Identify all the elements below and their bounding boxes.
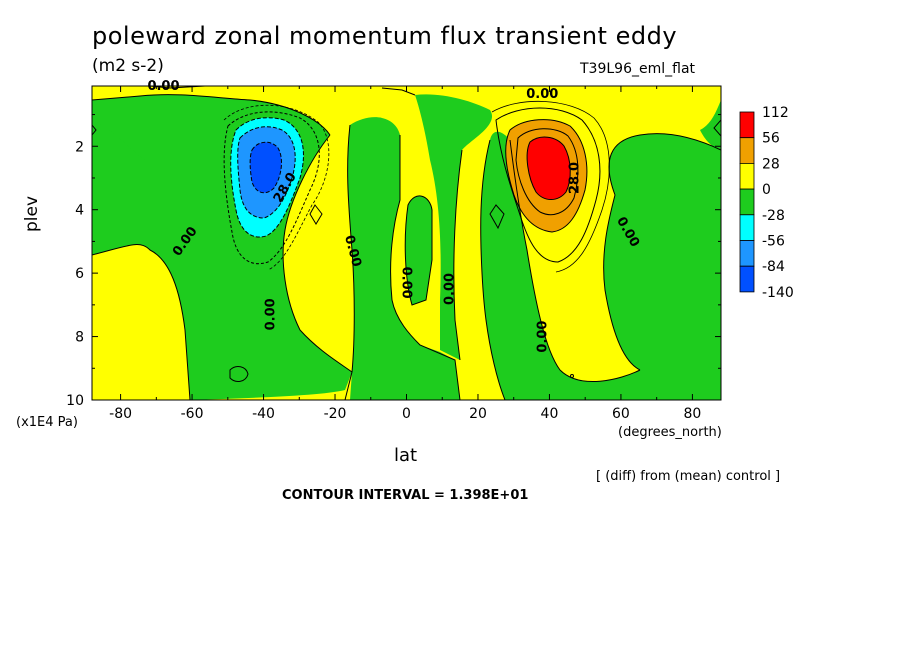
x-tick-label: 40 xyxy=(541,406,559,422)
chart-units: (m2 s-2) xyxy=(92,56,164,76)
contour-label: 28.0 xyxy=(567,162,582,194)
y-tick-label: 4 xyxy=(75,203,84,219)
y-tick-label: 10 xyxy=(66,393,84,409)
color-legend: 112 56 28 0 -28 -56 -84 -140 xyxy=(739,105,794,301)
contour-label: 0.00 xyxy=(399,267,414,299)
legend-label: -84 xyxy=(762,259,785,275)
legend-swatch xyxy=(739,111,755,139)
negative-region-northern xyxy=(480,131,721,400)
contour-label: 0.00 xyxy=(526,87,558,102)
legend-label: -28 xyxy=(762,208,785,224)
x-axis-label: lat xyxy=(394,445,418,466)
x-tick-label: 60 xyxy=(612,406,630,422)
legend-label: -56 xyxy=(762,234,785,250)
x-tick-label: -20 xyxy=(324,406,347,422)
run-label: T39L96_eml_flat xyxy=(580,61,696,77)
contour-label: 0.00 xyxy=(147,79,179,94)
negative-region-center-left xyxy=(347,117,460,400)
x-tick-label: -40 xyxy=(252,406,275,422)
contour-lines xyxy=(92,86,721,400)
contour-interval: CONTOUR INTERVAL = 1.398E+01 xyxy=(282,488,529,503)
legend-label: 112 xyxy=(762,105,789,121)
x-axis-units: (degrees_north) xyxy=(618,425,722,440)
negative-region-center-top xyxy=(415,94,493,360)
x-tick-label: -80 xyxy=(109,406,132,422)
y-tick-label: 8 xyxy=(75,330,84,346)
anomaly-negative-blue xyxy=(250,142,282,193)
x-tick-label: 20 xyxy=(469,406,487,422)
anomaly-positive-red xyxy=(527,137,571,200)
y-tick-label: 2 xyxy=(75,139,84,155)
legend-swatch xyxy=(739,188,755,216)
diff-note: [ (diff) from (mean) control ] xyxy=(596,469,781,484)
negative-region-southern-edge xyxy=(92,120,145,160)
legend-label: 0 xyxy=(762,182,771,198)
x-tick-label: 80 xyxy=(683,406,701,422)
y-tick-label: 6 xyxy=(75,266,84,282)
axes: -80 -60 -40 -20 0 20 40 60 80 2 4 6 8 10 xyxy=(66,86,721,422)
legend-swatch xyxy=(739,214,755,241)
legend-swatch xyxy=(739,265,755,293)
legend-swatch xyxy=(739,162,755,190)
y-axis-units: (x1E4 Pa) xyxy=(16,415,78,430)
y-axis-label: plev xyxy=(22,195,42,232)
legend-label: -140 xyxy=(762,285,794,301)
chart-title: poleward zonal momentum flux transient e… xyxy=(92,22,678,50)
x-tick-label: 0 xyxy=(402,406,411,422)
x-tick-label: -60 xyxy=(181,406,204,422)
negative-region-northern-edge xyxy=(700,100,721,150)
negative-region-center-right xyxy=(405,195,432,305)
legend-label: 56 xyxy=(762,131,780,147)
contour-label: 0.00 xyxy=(442,273,457,305)
legend-label: 28 xyxy=(762,156,780,172)
plot-area xyxy=(92,86,721,400)
contour-label: 0.00 xyxy=(264,298,279,330)
legend-swatch xyxy=(739,137,755,164)
legend-swatch xyxy=(739,240,755,267)
contour-label: 0.00 xyxy=(535,321,550,353)
